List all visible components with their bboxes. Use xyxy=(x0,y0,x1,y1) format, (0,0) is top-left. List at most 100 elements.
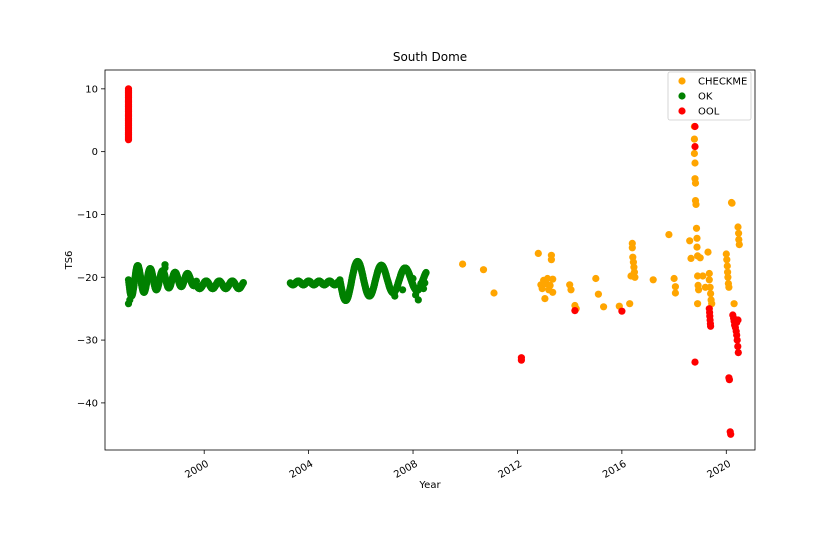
checkme-point xyxy=(626,300,634,308)
ok-point xyxy=(421,279,429,287)
checkme-point xyxy=(600,303,608,311)
y-tick-label: 0 xyxy=(92,147,98,158)
ok-point xyxy=(419,285,428,293)
checkme-point xyxy=(534,249,542,257)
checkme-point xyxy=(730,300,738,308)
checkme-point xyxy=(690,135,699,143)
x-axis: 2000 2004 2008 2012 2016 2020 xyxy=(183,450,733,481)
checkme-point xyxy=(707,290,715,298)
ok-point xyxy=(414,296,422,304)
ok-point xyxy=(239,279,247,287)
checkme-point xyxy=(549,288,557,296)
x-tick-label: 2020 xyxy=(705,459,733,481)
checkme-point xyxy=(722,250,730,258)
checkme-point xyxy=(692,224,701,232)
checkme-point xyxy=(723,256,731,264)
ool-point xyxy=(691,143,699,151)
checkme-point xyxy=(693,243,701,251)
checkme-point xyxy=(704,248,712,256)
checkme-point xyxy=(699,272,707,280)
x-tick-label: 2012 xyxy=(497,459,525,481)
chart-title: South Dome xyxy=(393,50,467,64)
checkme-point xyxy=(724,273,732,281)
checkme-point xyxy=(728,199,736,207)
checkme-point xyxy=(671,289,680,297)
checkme-point xyxy=(693,234,701,242)
checkme-point xyxy=(567,286,575,294)
x-tick-label: 2000 xyxy=(183,459,211,481)
checkme-point xyxy=(538,285,546,293)
ool-point xyxy=(734,342,742,350)
x-tick-label: 2008 xyxy=(392,459,420,481)
y-tick-label: −30 xyxy=(77,336,98,347)
checkme-point xyxy=(670,274,678,283)
checkme-point xyxy=(723,262,731,270)
series-checkme xyxy=(459,122,743,313)
checkme-point xyxy=(691,159,699,167)
legend-box xyxy=(667,71,752,121)
series-ok xyxy=(124,257,430,308)
checkme-point xyxy=(546,281,554,289)
checkme-point xyxy=(734,223,742,231)
checkme-point xyxy=(691,179,700,187)
checkme-point xyxy=(696,254,704,262)
checkme-point xyxy=(694,272,702,280)
ok-point xyxy=(409,274,417,283)
ok-point xyxy=(391,292,399,300)
y-axis-label: TS6 xyxy=(64,251,75,271)
checkme-point xyxy=(649,276,657,284)
plot-points xyxy=(124,85,743,438)
ool-point xyxy=(733,318,741,327)
legend-marker xyxy=(678,92,686,100)
checkme-point xyxy=(541,295,549,303)
legend-entry: CHECKME xyxy=(698,77,747,88)
y-tick-label: 10 xyxy=(85,84,98,95)
checkme-point xyxy=(490,289,498,297)
checkme-point xyxy=(735,229,743,237)
ool-point xyxy=(517,356,526,364)
checkme-point xyxy=(690,149,699,158)
checkme-point xyxy=(592,274,600,283)
checkme-point xyxy=(694,300,702,308)
y-tick-label: −10 xyxy=(77,210,98,221)
x-tick-label: 2016 xyxy=(601,459,629,481)
checkme-point xyxy=(687,254,695,262)
y-tick-label: −20 xyxy=(77,273,98,284)
legend-marker xyxy=(678,77,686,85)
ool-point xyxy=(727,430,735,438)
ok-point xyxy=(422,268,430,277)
checkme-point xyxy=(725,283,733,291)
ool-point xyxy=(124,85,133,93)
checkme-point xyxy=(735,241,743,249)
series-ool xyxy=(124,85,742,438)
x-tick-label: 2004 xyxy=(288,459,316,481)
ok-point xyxy=(161,264,169,272)
legend-entry: OK xyxy=(698,92,713,103)
ok-point xyxy=(399,286,407,294)
ool-point xyxy=(725,376,734,384)
legend-entry: OOL xyxy=(698,107,720,118)
y-axis: 10 0 −10 −20 −30 −40 xyxy=(77,84,105,409)
ool-point xyxy=(691,358,699,366)
ok-point xyxy=(126,296,134,304)
ool-point xyxy=(571,307,579,315)
ool-point xyxy=(691,122,699,131)
ool-point xyxy=(734,349,742,357)
plot-frame xyxy=(104,69,756,451)
checkme-point xyxy=(705,269,713,278)
checkme-point xyxy=(594,290,603,298)
checkme-point xyxy=(686,237,694,245)
legend-marker xyxy=(678,107,686,115)
checkme-point xyxy=(628,244,636,252)
checkme-point xyxy=(692,200,700,208)
ool-point xyxy=(733,336,741,344)
checkme-point xyxy=(665,231,673,239)
checkme-point xyxy=(479,266,488,274)
checkme-point xyxy=(695,286,703,294)
checkme-point xyxy=(724,268,732,276)
ool-point xyxy=(707,322,715,330)
x-axis-label: Year xyxy=(418,480,441,491)
ool-point xyxy=(618,307,626,315)
checkme-point xyxy=(671,283,680,291)
